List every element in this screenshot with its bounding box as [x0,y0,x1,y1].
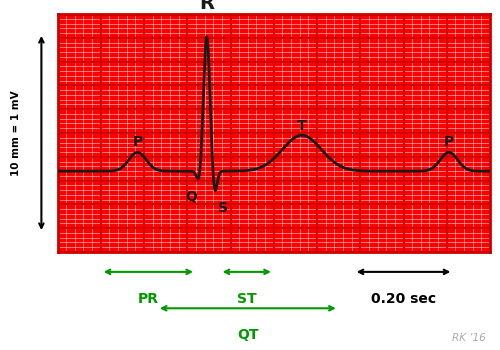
Text: T: T [297,119,306,133]
Text: S: S [218,201,228,215]
Text: 10 mm = 1 mV: 10 mm = 1 mV [11,90,21,176]
Text: P: P [444,135,454,149]
Text: RK ’16: RK ’16 [452,333,486,343]
Text: 0.20 sec: 0.20 sec [371,292,436,306]
Text: Q: Q [186,190,197,204]
Text: P: P [132,135,142,149]
Text: QT: QT [237,328,258,342]
Text: PR: PR [138,292,159,306]
Text: R: R [199,0,214,13]
Text: ST: ST [237,292,256,306]
